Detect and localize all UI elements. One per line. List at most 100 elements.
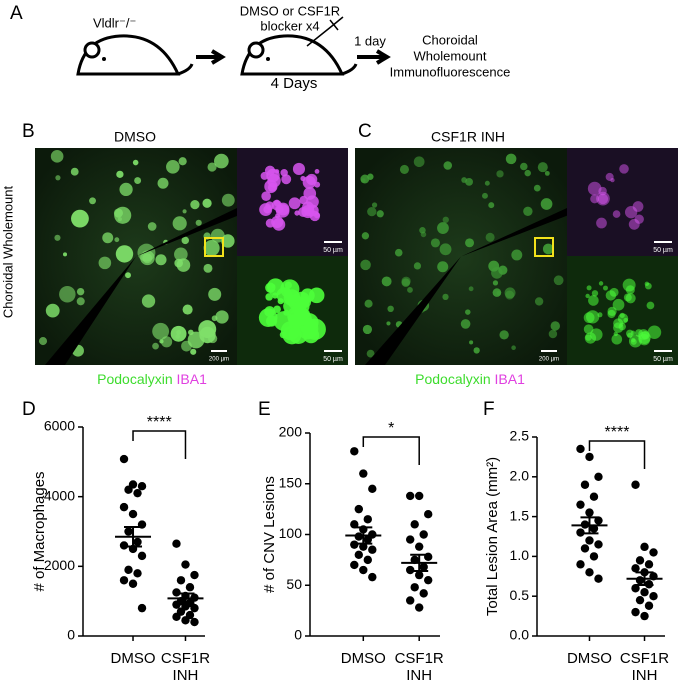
data-point [576,560,585,569]
scale-label: 200 µm [209,357,229,363]
lesion-spot [548,329,558,339]
y-tick-label: 200 [279,424,303,440]
lesion-spot [473,347,480,354]
significance-label: **** [147,414,172,431]
lesion-spot [361,232,370,240]
roi-box [204,237,224,257]
x-tick-label: CSF1R INH [160,650,211,684]
data-point [644,560,654,569]
lesion-spot [460,319,471,329]
arrow [357,49,391,65]
iba1-signal [292,162,306,176]
data-point [419,530,428,539]
lesion-spot [437,222,449,234]
data-point [576,500,585,509]
data-point [363,535,372,544]
data-point [635,595,645,605]
data-point [124,485,133,494]
data-point [354,504,363,514]
significance-label: * [388,420,394,437]
lesion-spot [367,206,377,217]
lesion-spot [485,232,495,242]
lesion-spot [544,170,550,176]
data-point [350,540,359,549]
inset-top [567,148,678,256]
data-point [649,548,658,557]
data-point [190,603,199,613]
podocalyxin-signal [602,285,608,291]
data-point [363,515,372,524]
x-tick-label-box: DMSO [340,650,386,667]
data-point [137,482,147,491]
iba1-signal [304,207,314,217]
lesion-spot [465,177,474,186]
x-tick-label: DMSO [340,650,386,667]
stain-2: IBA1 [495,371,526,387]
lesion-spot [170,325,187,342]
data-point [172,588,181,597]
lesion-spot [182,304,193,315]
data-point [631,564,640,573]
podocalyxin-signal [646,301,655,310]
data-point [631,607,640,617]
lesion-spot [89,197,96,205]
lesion-spot [137,243,156,262]
podocalyxin-signal [612,298,625,311]
lesion-spot [542,243,554,255]
data-point [415,570,424,580]
lesion-spot [492,280,499,286]
tissue-cut [365,256,461,365]
mouse-eye [102,57,106,61]
lesion-spot [394,248,403,257]
y-axis-label: # of CNV Lesions [261,476,278,593]
data-point [137,551,147,561]
lesion-spot [360,178,366,183]
data-point [419,562,428,572]
scale-label: 50 µm [323,356,343,363]
data-point [406,565,415,575]
x-tick-label: DMSO [110,650,156,667]
lesion-spot [155,254,167,266]
tissue-cut [461,208,587,257]
lesion-spot [172,216,187,231]
data-point [594,574,603,583]
scale-label: 50 µm [653,247,673,254]
podocalyxin-signal [631,337,636,343]
podocalyxin-signal [301,296,310,306]
iba1-signal [306,173,318,186]
iba1-signal [303,187,317,200]
lesion-spot [499,330,509,340]
lesion-spot [113,208,123,218]
iba1-signal [267,182,277,192]
lesion-spot [116,170,124,179]
inset-bottom [567,256,678,365]
lesion-spot [496,170,504,178]
treatment-line: DMSO or CSF1R [240,3,340,18]
lesion-spot [45,303,60,318]
iba1-signal [261,191,271,201]
lesion-spot [190,348,197,355]
roi-box [534,237,554,257]
iba1-signal [271,200,282,211]
data-point [128,509,138,519]
data-point [585,508,594,517]
lesion-spot [364,299,373,308]
lesion-spot [203,239,220,257]
lesion-spot [399,164,409,174]
wait: 1 day [354,33,386,48]
genotype: Vldlr⁻/⁻ [93,15,136,30]
lesion-spot [198,320,217,339]
significance-bracket [588,440,646,469]
mouse-icons [76,16,358,76]
lesion-spot [443,161,453,170]
lesion-spot [76,287,85,296]
data-point [368,545,377,554]
podocalyxin-signal [271,284,276,289]
lesion-spot [182,209,187,214]
lesion-spot [371,202,378,208]
lesion-spot [147,222,157,231]
iba1-signal [272,218,286,231]
lesion-spot [119,182,133,197]
podocalyxin-signal [288,308,307,327]
lesion-spot [134,177,142,185]
